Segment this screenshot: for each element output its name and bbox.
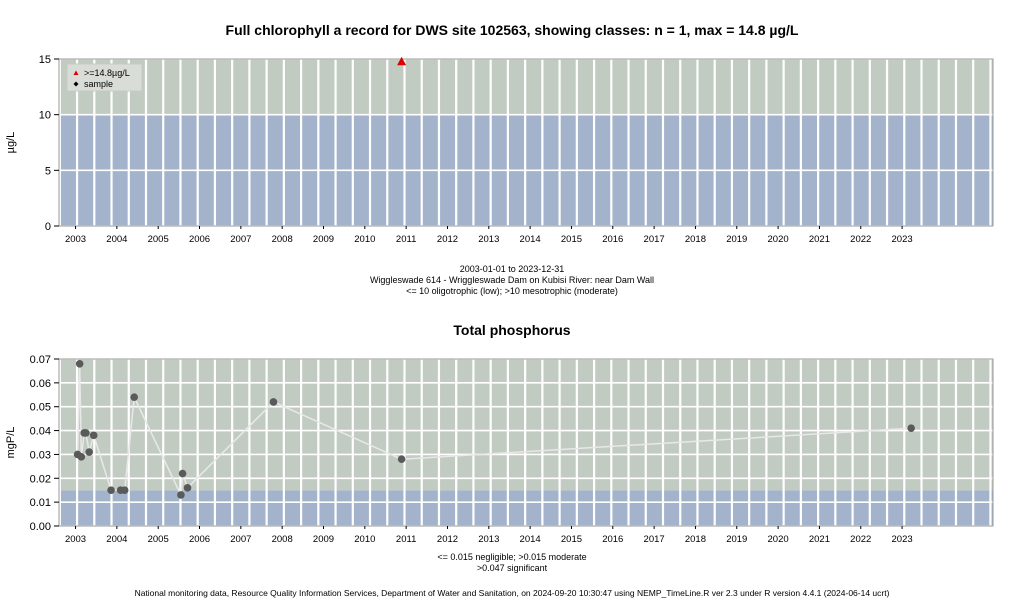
x-tick-label: 2008 (272, 234, 293, 245)
x-tick-label: 2004 (106, 234, 127, 245)
y-tick-label: 0.03 (30, 449, 51, 461)
chlorophyll-chart: 0 5 10 15 2003 2004 2005 2006 2007 2008 2009 2010 20… (5, 54, 994, 245)
x-tick-label: 2010 (354, 234, 375, 245)
x-tick-label: 2011 (396, 534, 416, 545)
data-point (120, 486, 129, 495)
caption-classes-2: >0.047 significant (476, 563, 548, 573)
x-tick-label: 2018 (685, 234, 706, 245)
y-tick-label: 0.04 (30, 426, 51, 438)
data-point (183, 484, 192, 492)
x-tick-label: 2011 (396, 234, 416, 245)
data-point (75, 359, 84, 368)
x-tick-label: 2006 (189, 534, 210, 545)
x-tick-label: 2021 (809, 534, 830, 545)
x-tick-label: 2017 (644, 234, 665, 245)
x-tick-label: 2007 (230, 534, 251, 545)
x-tick-label: 2010 (354, 534, 375, 545)
plot-frame (58, 58, 994, 227)
data-point (269, 398, 278, 406)
data-point (77, 453, 86, 461)
x-tick-label: 2014 (520, 534, 541, 545)
x-tick-label: 2014 (520, 234, 541, 245)
legend-label: sample (84, 79, 113, 89)
data-point (907, 424, 915, 432)
data-point (397, 455, 406, 464)
phosphorus-chart-title: Total phosphorus (453, 322, 571, 338)
x-tick-label: 2016 (602, 234, 623, 245)
x-tick-label: 2009 (313, 534, 334, 545)
x-tick-label: 2020 (768, 234, 789, 245)
y-tick-label: 0.05 (30, 402, 51, 414)
x-tick-label: 2007 (230, 234, 251, 245)
x-tick-label: 2015 (561, 534, 582, 545)
x-tick-label: 2020 (768, 534, 789, 545)
plot-frame (58, 358, 994, 527)
caption-site: Wiggleswade 614 - Wriggleswade Dam on Ku… (369, 275, 655, 285)
y-tick-label: 0 (45, 221, 51, 233)
x-tick-label: 2017 (644, 534, 665, 545)
data-point (130, 393, 139, 401)
caption-date-range: 2003-01-01 to 2023-12-31 (459, 264, 565, 274)
y-axis-label: µg/L (5, 132, 17, 154)
x-tick-label: 2006 (189, 234, 210, 245)
y-axis-label: mgP/L (5, 427, 17, 459)
chlorophyll-caption: 2003-01-01 to 2023-12-31 Wiggleswade 614… (0, 264, 1024, 297)
x-tick-label: 2019 (726, 234, 747, 245)
data-point (178, 469, 187, 478)
y-tick-label: 0.06 (30, 378, 51, 390)
x-tick-label: 2015 (561, 234, 582, 245)
x-tick-label: 2016 (602, 534, 623, 545)
x-tick-label: 2019 (726, 534, 747, 545)
caption-classes: <= 10 oligotrophic (low); >10 mesotrophi… (406, 286, 618, 296)
x-tick-label: 2012 (437, 534, 458, 545)
y-tick-label: 15 (39, 54, 51, 66)
y-tick-label: 0.07 (30, 354, 51, 366)
y-tick-label: 10 (39, 110, 51, 122)
data-point (177, 491, 185, 499)
x-tick-label: 2012 (437, 234, 458, 245)
legend-label: >=14.8µg/L (84, 68, 130, 78)
x-tick-label: 2013 (478, 534, 499, 545)
x-tick-label: 2009 (313, 234, 334, 245)
y-tick-label: 0.00 (30, 521, 51, 533)
x-tick-label: 2005 (148, 534, 169, 545)
x-tick-label: 2003 (65, 234, 86, 245)
legend-triangle-icon (73, 70, 79, 75)
x-tick-label: 2013 (478, 234, 499, 245)
chlorophyll-chart-title: Full chlorophyll a record for DWS site 1… (225, 22, 799, 38)
x-tick-label: 2004 (106, 534, 127, 545)
data-point (89, 431, 98, 440)
x-tick-label: 2008 (272, 534, 293, 545)
y-tick-label: 5 (45, 165, 51, 177)
x-tick-label: 2005 (148, 234, 169, 245)
caption-classes-1: <= 0.015 negligible; >0.015 moderate (437, 552, 587, 562)
x-tick-label: 2022 (850, 534, 871, 545)
x-tick-label: 2021 (809, 234, 830, 245)
data-point (85, 448, 93, 456)
legend-diamond-icon (73, 81, 79, 87)
y-tick-label: 0.02 (30, 473, 51, 485)
phosphorus-caption: <= 0.015 negligible; >0.015 moderate >0.… (0, 552, 1024, 574)
x-tick-label: 2023 (892, 234, 913, 245)
footer-note: National monitoring data, Resource Quali… (134, 588, 890, 598)
data-point-triangle (397, 56, 407, 66)
y-tick-label: 0.01 (30, 497, 51, 509)
legend-box (66, 63, 143, 92)
x-tick-label: 2018 (685, 534, 706, 545)
x-tick-label: 2003 (65, 534, 86, 545)
x-tick-label: 2022 (850, 234, 871, 245)
x-tick-label: 2023 (892, 534, 913, 545)
data-point (107, 486, 115, 495)
data-point (82, 429, 90, 437)
